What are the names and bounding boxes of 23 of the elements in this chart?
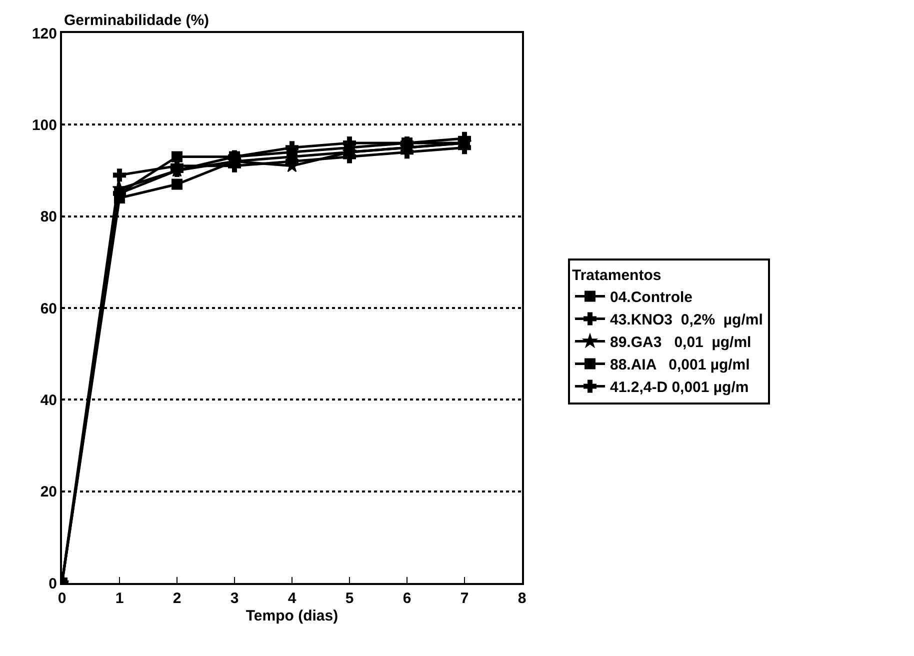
legend-title: Tratamentos <box>572 267 662 284</box>
legend-label: 88.AIA 0,001 µg/ml <box>610 356 750 374</box>
y-tick-label: 60 <box>40 300 57 318</box>
x-tick-label: 5 <box>345 590 354 607</box>
x-tick-label: 1 <box>115 590 124 607</box>
y-tick-label: 20 <box>40 484 57 501</box>
legend-label: 04.Controle <box>610 289 693 306</box>
x-tick-label: 3 <box>230 590 239 607</box>
y-tick-label: 0 <box>48 575 57 592</box>
x-tick-label: 8 <box>518 590 526 607</box>
y-axis-title: Germinabilidade (%) <box>64 12 210 29</box>
x-tick-label: 2 <box>172 590 182 607</box>
x-axis-title: Tempo (dias) <box>246 608 338 624</box>
x-tick-label: 6 <box>402 590 412 607</box>
y-tick-label: 40 <box>40 392 57 409</box>
x-tick-label: 4 <box>288 590 297 607</box>
y-tick-label: 100 <box>32 116 57 134</box>
y-tick-label: 80 <box>40 208 57 226</box>
x-tick-label: 7 <box>460 590 469 607</box>
legend-label: 89.GA3 0,01 µg/ml <box>610 334 752 352</box>
legend-label: 41.2,4-D 0,001 µg/m <box>610 379 749 396</box>
legend-label: 43.KNO3 0,2% µg/ml <box>610 312 763 329</box>
y-tick-label: 120 <box>32 25 57 42</box>
